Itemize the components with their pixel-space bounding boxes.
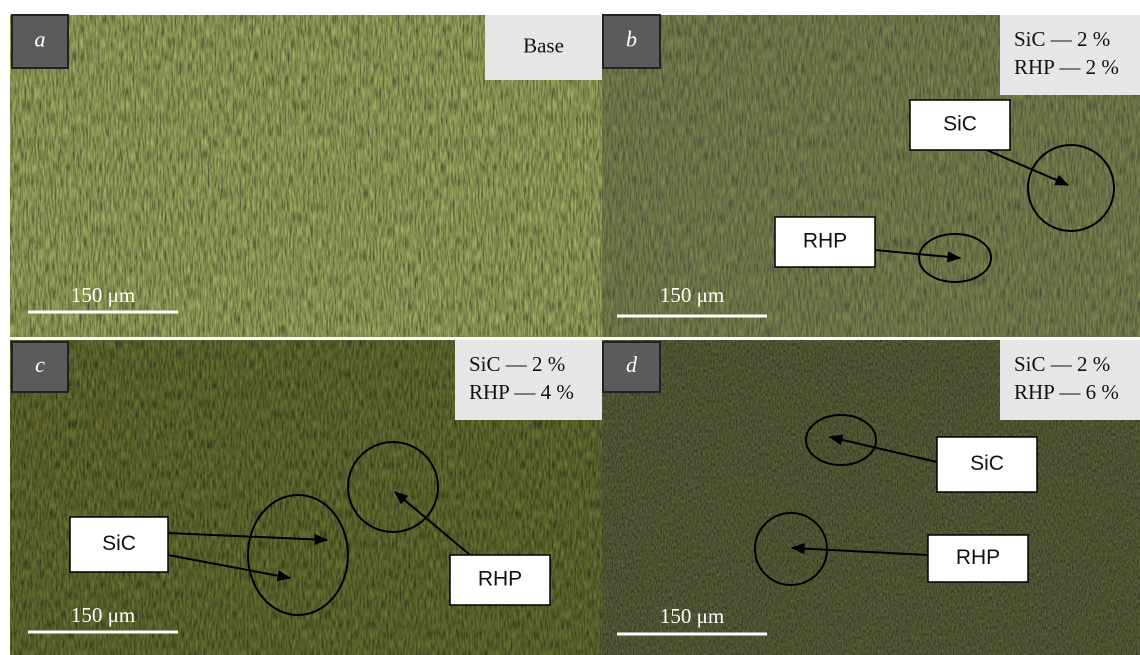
composition-text: SiC — 2 % bbox=[1014, 352, 1110, 376]
composition-text: RHP — 2 % bbox=[1014, 55, 1119, 79]
annotation-label: SiC bbox=[102, 532, 136, 555]
panel: c SiC — 2 % RHP — 4 % 150 μm SiC RHP bbox=[10, 340, 602, 655]
annotation-label: SiC bbox=[970, 452, 1004, 475]
panel-letter: c bbox=[35, 352, 45, 377]
scale-bar-label: 150 μm bbox=[660, 604, 724, 628]
panel-letter: b bbox=[626, 27, 637, 52]
panel-letter: a bbox=[35, 27, 46, 52]
annotation-label: SiC bbox=[943, 113, 977, 136]
annotation-label: RHP bbox=[478, 568, 522, 591]
annotation-label: RHP bbox=[803, 230, 847, 253]
composition-text: RHP — 6 % bbox=[1014, 380, 1119, 404]
panel-letter: d bbox=[626, 352, 638, 377]
scale-bar-label: 150 μm bbox=[660, 283, 724, 307]
annotation-label: RHP bbox=[956, 546, 1000, 569]
panel: d SiC — 2 % RHP — 6 % 150 μm SiC RHP bbox=[602, 340, 1140, 655]
panel: b SiC — 2 % RHP — 2 % 150 μm SiC RHP bbox=[602, 15, 1140, 337]
composition-text: SiC — 2 % bbox=[469, 352, 565, 376]
composition-text: SiC — 2 % bbox=[1014, 27, 1110, 51]
scale-bar-label: 150 μm bbox=[71, 283, 135, 307]
composition-text: Base bbox=[523, 33, 564, 57]
scale-bar-label: 150 μm bbox=[71, 603, 135, 627]
panel: a Base 150 μm bbox=[10, 15, 602, 337]
figure: a Base 150 μm b SiC — 2 % RHP — 2 % 150 μm SiC R… bbox=[0, 0, 1140, 655]
composition-text: RHP — 4 % bbox=[469, 380, 574, 404]
